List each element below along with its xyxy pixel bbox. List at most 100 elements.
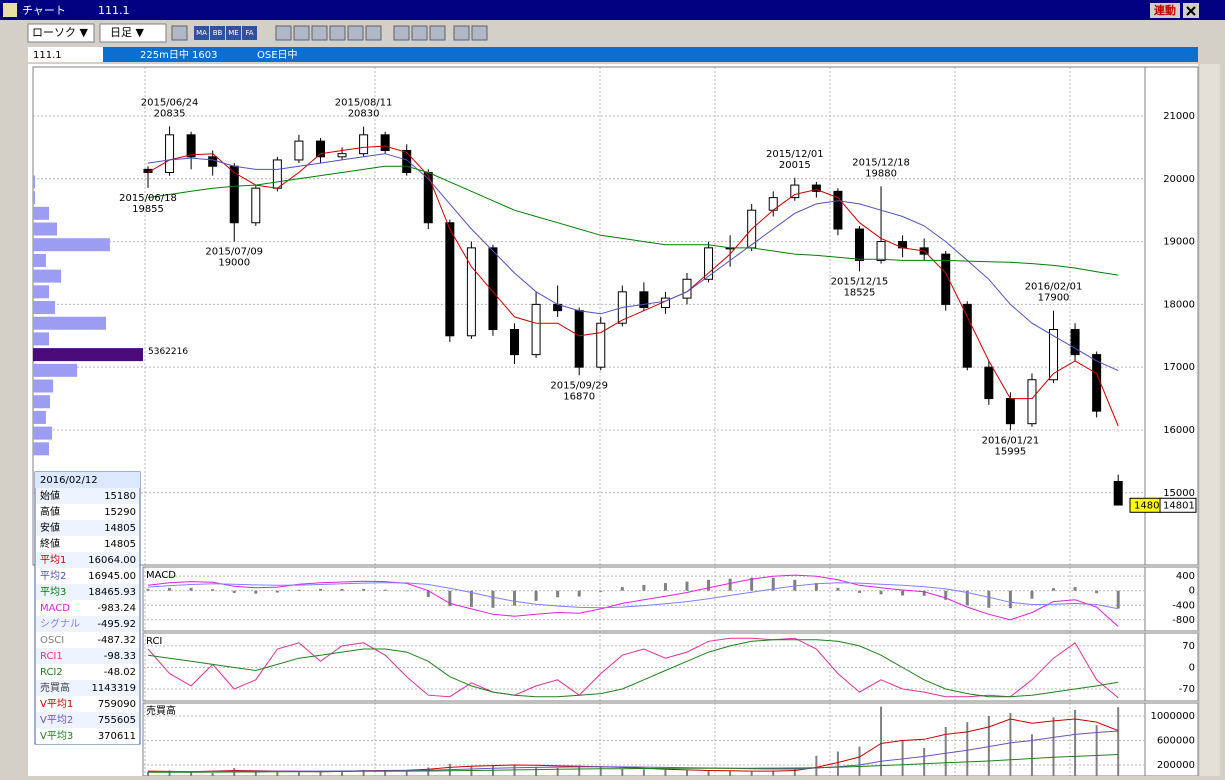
y-tick-label: 16000: [1163, 425, 1195, 436]
toolbar-icon[interactable]: [242, 26, 257, 40]
toolbar-icon: [293, 25, 310, 41]
y-tick-label: 18000: [1163, 299, 1195, 310]
toolbar-icon: [429, 25, 446, 41]
style-label[interactable]: ローソク ▼: [32, 26, 88, 39]
link-button[interactable]: [1150, 3, 1180, 18]
volume-profile-bar: [33, 379, 54, 393]
candle-body: [143, 168, 153, 174]
volume-profile-bar: [33, 175, 36, 189]
volume-profile-bar: [33, 363, 78, 377]
period-label[interactable]: 日足 ▼: [110, 26, 144, 39]
info-label: RCI2: [40, 667, 63, 678]
info-row-bg: [36, 712, 139, 728]
y-tick-label: -70: [1179, 684, 1195, 695]
strip-contract: 225m日中 1603: [140, 48, 217, 61]
info-row-bg: [36, 632, 139, 648]
style-dropdown[interactable]: [27, 23, 95, 43]
scrollbar[interactable]: [1200, 64, 1220, 776]
candle-body: [380, 134, 390, 152]
info-value: 759090: [98, 699, 136, 710]
info-row-bg: [36, 680, 139, 696]
strip-symbol-box: [28, 47, 103, 62]
y-tick-label: 21000: [1163, 111, 1195, 122]
y-tick-label: 15000: [1163, 488, 1195, 499]
candle-body: [208, 156, 218, 167]
candle-body: [682, 278, 692, 299]
info-label: 平均1: [40, 554, 66, 566]
y-tick-label: 70: [1182, 641, 1195, 652]
volume-profile-bar: [33, 426, 53, 440]
info-row-bg: [36, 552, 139, 568]
candle-body: [445, 222, 455, 337]
info-row-bg: [36, 664, 139, 680]
annotation-value: 20830: [348, 109, 380, 120]
title-bar: [0, 0, 1225, 20]
volume-profile-bar: [33, 206, 50, 220]
info-row-bg: [36, 488, 139, 504]
volume-profile-label: 5362216: [148, 347, 188, 357]
toolbar-icon: [393, 25, 410, 41]
toolbar-icon[interactable]: [194, 26, 209, 40]
y-tick-label: -400: [1172, 600, 1195, 611]
toolbar-icon-label: BB: [213, 29, 223, 37]
info-value: 15290: [104, 507, 136, 518]
link-label[interactable]: 連動: [1154, 3, 1176, 17]
toolbar-icon[interactable]: [210, 26, 225, 40]
window-symbol: 111.1: [98, 4, 130, 17]
info-row-bg: [36, 728, 139, 744]
info-value: 14805: [104, 523, 136, 534]
line: [147, 574, 1119, 627]
info-value: 16945.00: [88, 571, 136, 582]
y-tick-label: 400: [1176, 571, 1195, 582]
annotation-value: 18525: [844, 287, 876, 298]
candle-body: [1005, 398, 1015, 425]
line: [148, 754, 1119, 773]
line: [147, 637, 1119, 699]
candle-body: [596, 322, 606, 368]
info-value: 14805: [104, 539, 136, 550]
app-icon: [3, 3, 17, 17]
panel-frame: [32, 66, 1199, 566]
info-date: 2016/02/12: [40, 475, 98, 486]
annotation-date: 2015/06/18: [119, 193, 177, 204]
candle-body: [811, 184, 821, 192]
info-row-bg: [36, 568, 139, 584]
candle-body: [402, 150, 412, 174]
candle-body: [876, 241, 886, 261]
candle-body: [531, 303, 541, 356]
info-value: -48.02: [104, 667, 136, 678]
line: [147, 639, 1119, 698]
toolbar-icon-label: MA: [196, 29, 207, 37]
volume-profile-bar: [33, 395, 51, 409]
annotation-date: 2015/07/09: [205, 247, 263, 258]
strip: [103, 47, 1198, 62]
info-value: 15180: [104, 491, 136, 502]
toolbar-icon-label: ME: [228, 29, 238, 37]
info-value: -487.32: [97, 635, 136, 646]
candle-body: [165, 134, 175, 174]
panel-title: 売買高: [146, 704, 176, 717]
period-dropdown[interactable]: [99, 23, 167, 43]
last-price-tag-text: 1480: [1134, 500, 1159, 511]
candle-body: [294, 140, 304, 161]
y-tick-label: 1000000: [1150, 711, 1195, 722]
info-value: 1143319: [91, 683, 136, 694]
y-tick-label: 200000: [1157, 760, 1195, 771]
candle-body: [272, 159, 282, 189]
info-row-bg: [36, 584, 139, 600]
volume-profile-bar: [33, 316, 107, 330]
info-row-bg: [36, 648, 139, 664]
line: [147, 165, 1119, 276]
y-tick-label: 17000: [1163, 362, 1195, 373]
info-label: V平均3: [40, 730, 73, 742]
toolbar-icon: [171, 25, 188, 41]
annotation-value: 19000: [218, 258, 250, 269]
candle-body: [251, 187, 261, 224]
toolbar-icon[interactable]: [226, 26, 241, 40]
info-label: MACD: [40, 603, 70, 614]
candle-body: [337, 153, 347, 158]
annotation-value: 17900: [1038, 293, 1070, 304]
candle-body: [466, 247, 476, 337]
candle-body: [1113, 480, 1123, 506]
close-icon[interactable]: [1186, 6, 1196, 16]
